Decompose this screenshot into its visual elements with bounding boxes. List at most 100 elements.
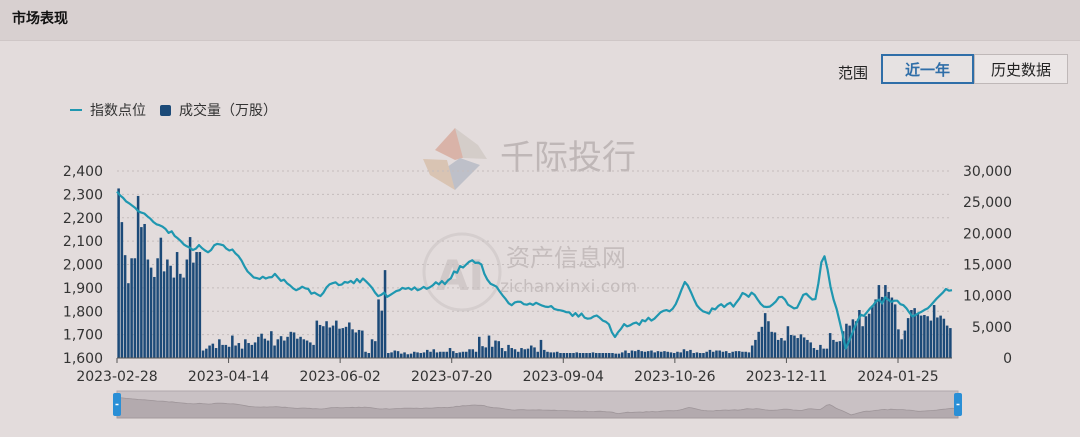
volume-bar xyxy=(218,339,221,358)
range-button-history[interactable]: 历史数据 xyxy=(974,54,1068,84)
chart-legend: 指数点位 成交量（万股） xyxy=(70,100,291,120)
volume-bar xyxy=(354,332,358,358)
volume-bar xyxy=(812,348,816,358)
volume-bar xyxy=(604,353,608,358)
volume-bar xyxy=(149,267,153,358)
volume-bar xyxy=(364,351,367,358)
volume-bar xyxy=(591,352,595,358)
volume-bar xyxy=(257,336,260,358)
range-button-1y[interactable]: 近一年 xyxy=(881,54,974,84)
volume-bar xyxy=(471,349,475,358)
legend-line-label: 指数点位 xyxy=(90,103,146,119)
volume-bar xyxy=(250,344,254,358)
volume-bar xyxy=(841,331,845,358)
volume-bar xyxy=(682,349,686,358)
volume-bar xyxy=(923,314,926,358)
volume-bar xyxy=(240,348,244,358)
volume-bar xyxy=(175,252,179,358)
y-right-tick-label: 30,000 xyxy=(963,164,1012,180)
legend-item-line[interactable]: 指数点位 xyxy=(70,100,146,120)
volume-bar xyxy=(322,326,325,358)
volume-bar xyxy=(614,353,617,358)
volume-bar xyxy=(422,352,426,358)
volume-bar xyxy=(643,351,647,358)
volume-bar xyxy=(864,316,868,358)
volume-bar xyxy=(182,277,185,358)
volume-bar xyxy=(568,353,572,358)
volume-bar xyxy=(497,341,501,358)
volume-bar xyxy=(884,285,887,358)
volume-bar xyxy=(172,277,176,358)
y-right-tick-label: 5,000 xyxy=(972,320,1012,336)
volume-bar xyxy=(474,351,478,358)
zoom-slider[interactable] xyxy=(113,390,962,419)
volume-bar xyxy=(656,351,660,358)
volume-bar xyxy=(679,352,682,358)
volume-bar xyxy=(292,332,296,358)
volume-bar xyxy=(309,342,312,358)
volume-bar xyxy=(728,353,731,358)
x-tick-label: 2023-09-04 xyxy=(523,369,604,385)
volume-bar xyxy=(689,349,692,358)
volume-bar xyxy=(195,252,198,358)
volume-bar xyxy=(244,339,247,358)
volume-bar xyxy=(926,316,929,358)
volume-bar xyxy=(133,258,137,358)
volume-bar xyxy=(465,351,468,358)
volume-bar xyxy=(214,348,218,358)
volume-bar xyxy=(409,353,413,358)
volume-bar xyxy=(949,328,952,358)
volume-bar xyxy=(702,353,705,358)
volume-bar xyxy=(880,296,884,358)
zoom-preview-area xyxy=(116,396,959,419)
volume-bar xyxy=(594,353,598,358)
volume-bar xyxy=(796,338,799,358)
volume-bar xyxy=(159,237,163,358)
volume-bar xyxy=(127,283,130,358)
volume-bar xyxy=(559,353,562,358)
volume-bar xyxy=(328,327,332,358)
volume-bar xyxy=(468,349,471,358)
volume-bar xyxy=(296,338,299,358)
index-line xyxy=(116,190,953,350)
legend-item-bar[interactable]: 成交量（万股） xyxy=(160,100,277,120)
volume-bar xyxy=(312,344,315,358)
volume-bar xyxy=(718,350,721,358)
volume-bar xyxy=(169,265,172,358)
volume-bar xyxy=(231,335,234,358)
volume-bar xyxy=(640,351,643,358)
volume-bar xyxy=(120,222,124,358)
volume-bar xyxy=(302,339,306,358)
volume-bar xyxy=(442,351,445,358)
volume-bar xyxy=(260,333,263,358)
watermark-logo-icon xyxy=(423,128,487,190)
volume-bar xyxy=(536,351,540,358)
volume-bar xyxy=(750,345,754,358)
volume-bar xyxy=(737,351,741,358)
volume-bar xyxy=(851,319,855,358)
volume-bar xyxy=(715,350,718,358)
volume-bar xyxy=(237,343,241,358)
volume-bar xyxy=(793,335,796,358)
volume-bar xyxy=(819,344,822,358)
volume-bar xyxy=(575,352,578,358)
volume-bar xyxy=(387,353,390,358)
volume-bar xyxy=(344,326,348,358)
volume-bar xyxy=(676,351,679,358)
x-tick-label: 2023-07-20 xyxy=(411,369,492,385)
volume-bar xyxy=(325,321,328,358)
volume-bar xyxy=(432,349,436,358)
volume-bar xyxy=(487,335,491,358)
volume-bar xyxy=(913,308,916,358)
volume-bar xyxy=(253,342,257,358)
volume-bar xyxy=(286,336,289,358)
volume-bar xyxy=(221,344,224,358)
volume-bar xyxy=(721,351,725,358)
volume-bar xyxy=(861,326,864,358)
volume-bar xyxy=(413,351,416,358)
y-right-tick-label: 0 xyxy=(1003,351,1012,367)
volume-bar xyxy=(481,346,484,358)
volume-bar xyxy=(581,353,585,358)
volume-bar xyxy=(773,332,777,358)
